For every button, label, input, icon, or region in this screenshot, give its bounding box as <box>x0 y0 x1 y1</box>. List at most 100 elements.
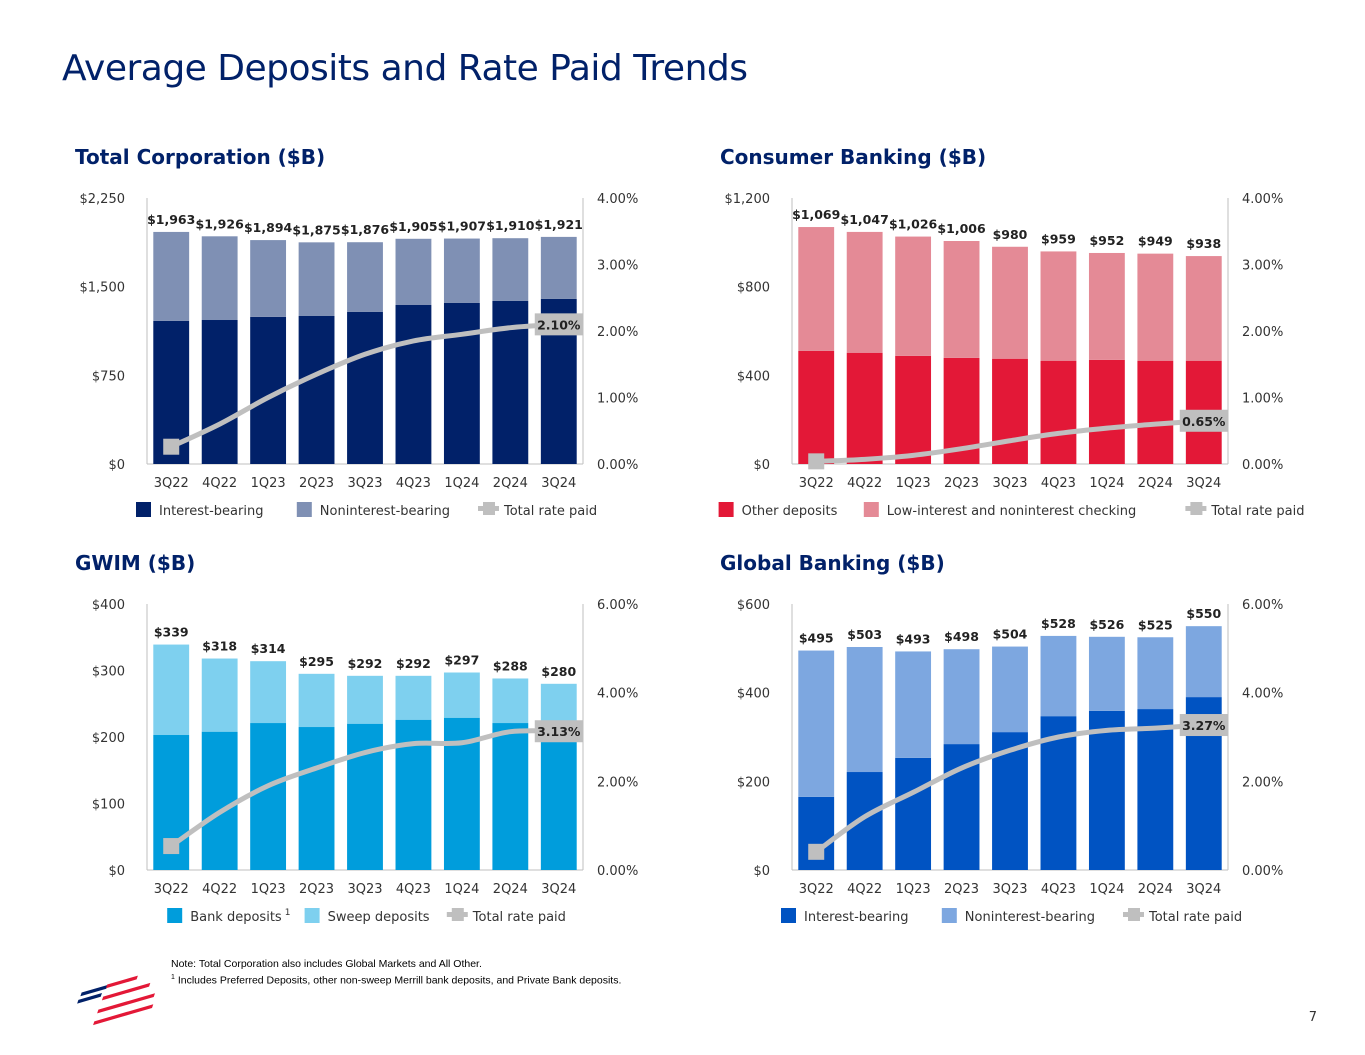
y-tick-label: $1,200 <box>725 192 771 207</box>
legend-label-text: Other deposits <box>742 504 838 519</box>
x-tick-label: 2Q24 <box>1138 882 1173 897</box>
data-label-total: $1,894 <box>244 220 293 235</box>
data-label-total: $526 <box>1089 617 1124 632</box>
bar-3q23-series-1 <box>992 246 1028 359</box>
data-label-total: $297 <box>444 652 479 667</box>
bar-1q23-series-0 <box>895 757 932 870</box>
y-tick-label: $400 <box>92 598 125 613</box>
bar-4q22-series-1 <box>201 236 238 321</box>
data-label-total: $504 <box>993 627 1028 642</box>
data-label-total: $949 <box>1138 234 1173 249</box>
data-label-total: $339 <box>154 625 189 640</box>
legend-label: Bank deposits 1 <box>190 908 290 925</box>
chart-total-corporation: $0 $750 $1,500 $2,250 0.00% 1.00% 2.00% 3.00% 4.… <box>80 192 639 519</box>
x-tick-label: 1Q24 <box>1089 882 1124 897</box>
line-end-label: 3.13% <box>537 724 581 739</box>
data-label-total: $1,910 <box>486 218 535 233</box>
legend-swatch <box>941 908 957 923</box>
bar-3q22-series-1 <box>798 650 835 797</box>
bar-2q23-series-0 <box>298 315 335 464</box>
bar-4q22-series-0 <box>201 320 238 464</box>
y2-tick-label: 4.00% <box>597 192 638 207</box>
x-tick-label: 4Q23 <box>396 882 431 897</box>
y-tick-label: $200 <box>737 775 770 790</box>
legend-label: Noninterest-bearing <box>320 504 450 519</box>
bar-3q22-series-1 <box>153 644 190 736</box>
bar-2q24-series-1 <box>1137 253 1174 361</box>
line-total-rate-paid <box>170 321 559 449</box>
data-label-total: $314 <box>251 641 286 656</box>
legend-label: Sweep deposits <box>328 910 430 925</box>
legend-swatch <box>863 502 879 517</box>
bar-1q24-series-0 <box>1088 359 1125 464</box>
legend-label: Other deposits <box>742 504 838 519</box>
y-tick-label: $0 <box>108 458 125 473</box>
y2-tick-label: 4.00% <box>597 687 638 702</box>
footnote-marker: 1 <box>171 974 175 981</box>
y2-tick-label: 2.00% <box>1242 775 1283 790</box>
legend-marker-swatch <box>451 908 464 921</box>
data-label-total: $528 <box>1041 616 1076 631</box>
bar-3q23-series-0 <box>347 723 383 870</box>
y-tick-label: $400 <box>737 687 770 702</box>
x-tick-label: 2Q23 <box>944 882 979 897</box>
x-tick-label: 4Q22 <box>202 476 237 491</box>
y2-tick-label: 0.00% <box>1242 458 1283 473</box>
bar-4q22-series-1 <box>846 647 883 773</box>
data-label-total: $292 <box>348 656 383 671</box>
footnotes: Note: Total Corporation also includes Gl… <box>171 958 621 988</box>
y2-tick-label: 6.00% <box>597 598 638 613</box>
bar-4q22-series-0 <box>846 352 883 464</box>
data-label-total: $1,876 <box>341 222 390 237</box>
x-tick-label: 3Q24 <box>1186 476 1221 491</box>
x-tick-label: 4Q22 <box>202 882 237 897</box>
line-end-label-box <box>1179 409 1228 432</box>
bar-4q23-series-1 <box>395 675 432 720</box>
legend-label: Total rate paid <box>472 910 566 925</box>
bank-of-america-logo <box>77 975 155 1026</box>
bar-2q23-series-1 <box>943 241 980 358</box>
y-tick-label: $600 <box>737 598 770 613</box>
data-label-total: $498 <box>944 629 979 644</box>
x-tick-label: 1Q23 <box>896 476 931 491</box>
bar-4q23-series-0 <box>395 304 432 464</box>
data-label-total: $1,921 <box>535 217 583 232</box>
x-tick-label: 2Q23 <box>299 476 334 491</box>
bar-1q24-series-0 <box>1088 710 1125 870</box>
y2-tick-label: 2.00% <box>1242 325 1283 340</box>
bar-3q22-series-1 <box>798 227 835 351</box>
data-label-total: $550 <box>1186 606 1221 621</box>
line-total-rate-paid <box>814 722 1204 854</box>
x-tick-label: 3Q24 <box>1186 882 1221 897</box>
chart-title-global-banking: Global Banking ($B) <box>720 551 945 575</box>
data-label-total: $1,875 <box>292 222 340 237</box>
x-tick-label: 2Q24 <box>493 476 528 491</box>
x-tick-label: 2Q24 <box>1138 476 1173 491</box>
bar-1q23-series-1 <box>895 651 932 758</box>
data-label-total: $493 <box>896 631 931 646</box>
bar-4q23-series-0 <box>1040 360 1077 464</box>
x-tick-label: 3Q23 <box>992 882 1027 897</box>
x-tick-label: 3Q24 <box>541 882 576 897</box>
line-total-rate-paid <box>169 728 559 849</box>
bar-2q24-series-1 <box>1137 637 1174 710</box>
footnote-1: 1 Includes Preferred Deposits, other non… <box>171 971 621 988</box>
note-text: Note: Total Corporation also includes Gl… <box>171 958 482 970</box>
x-tick-label: 2Q23 <box>299 882 334 897</box>
bar-4q22-series-0 <box>846 772 883 870</box>
data-label-total: $980 <box>993 227 1028 242</box>
data-label-total: $295 <box>299 654 334 669</box>
y2-tick-label: 4.00% <box>1242 192 1283 207</box>
bar-3q22-series-1 <box>153 231 190 321</box>
x-tick-label: 3Q22 <box>799 882 834 897</box>
bar-1q24-series-1 <box>1088 252 1125 360</box>
y-tick-label: $1,500 <box>80 281 126 296</box>
y-tick-label: $400 <box>737 369 770 384</box>
line-end-label: 2.10% <box>537 317 581 332</box>
bar-4q22-series-0 <box>201 731 238 870</box>
y-tick-label: $200 <box>92 731 125 746</box>
line-end-label-box <box>534 720 583 743</box>
legend-label-text: Interest-bearing <box>159 504 263 519</box>
x-tick-label: 3Q23 <box>347 882 382 897</box>
